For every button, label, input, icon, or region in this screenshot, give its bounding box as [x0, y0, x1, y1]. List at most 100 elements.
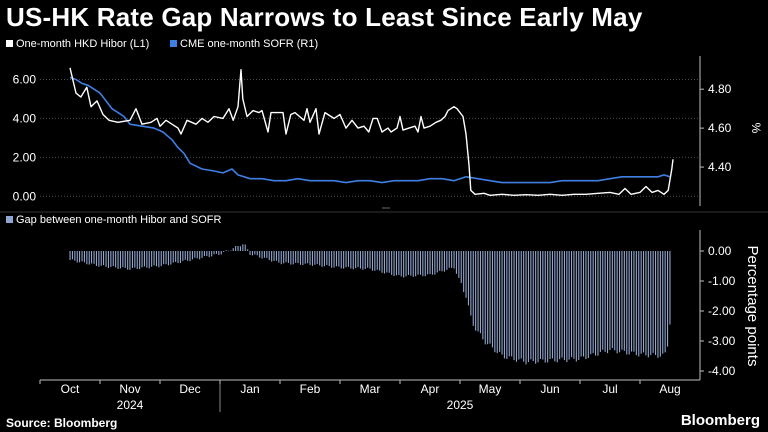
- x-axis-month-label: Aug: [659, 382, 680, 396]
- gap-bar: [143, 251, 145, 267]
- gap-bar: [467, 251, 469, 306]
- gap-bar: [434, 251, 436, 275]
- gap-bar: [664, 251, 666, 353]
- x-axis-month-label: Jul: [602, 382, 617, 396]
- gap-bar: [643, 251, 645, 353]
- gap-bar: [619, 251, 621, 353]
- gap-bar: [91, 251, 93, 264]
- gap-bar: [297, 251, 299, 264]
- gap-bar: [549, 251, 551, 359]
- gap-bar: [239, 246, 241, 251]
- gap-bar: [146, 251, 148, 268]
- gap-bar: [273, 251, 275, 261]
- gap-bar: [443, 251, 445, 272]
- gap-bar: [599, 251, 601, 352]
- gap-bar: [515, 251, 517, 362]
- gap-bar: [439, 251, 441, 271]
- gap-bar: [379, 251, 381, 271]
- gap-bar: [110, 251, 112, 267]
- gap-bar: [280, 251, 282, 265]
- gap-bar: [323, 251, 325, 267]
- gap-bar: [494, 251, 496, 353]
- gap-bar: [287, 251, 289, 263]
- gap-axis-tick-label: -1.00: [708, 274, 736, 288]
- legend-swatch-hibor: [6, 40, 13, 47]
- gap-bar: [215, 251, 217, 254]
- gap-bar: [460, 251, 462, 284]
- gap-bar: [290, 251, 292, 265]
- gap-bar: [662, 251, 664, 354]
- gap-bar: [359, 251, 361, 269]
- gap-bar: [407, 251, 409, 275]
- gap-bar: [508, 251, 510, 357]
- gap-bar: [220, 251, 222, 255]
- gap-bar: [235, 246, 237, 251]
- gap-bar: [175, 251, 177, 262]
- gap-bar: [532, 251, 534, 361]
- left-axis-tick-label: 4.00: [13, 111, 37, 125]
- gap-bar: [470, 251, 472, 316]
- gap-bar: [602, 251, 604, 350]
- gap-bar: [285, 251, 287, 263]
- gap-bar: [266, 251, 268, 258]
- gap-bar: [199, 251, 201, 260]
- gap-bar: [551, 251, 553, 359]
- bloomberg-logo: Bloomberg: [680, 412, 760, 429]
- gap-bar: [453, 251, 455, 269]
- gap-axis-tick-label: -4.00: [708, 364, 736, 378]
- gap-bar: [249, 251, 251, 255]
- gap-bar: [513, 251, 515, 361]
- gap-bar: [105, 251, 107, 267]
- gap-bar: [386, 251, 388, 273]
- gap-bar: [74, 251, 76, 261]
- gap-bar: [141, 251, 143, 268]
- gap-bar: [112, 251, 114, 267]
- gap-bar: [667, 251, 669, 347]
- gap-bar: [597, 251, 599, 356]
- gap-bar: [475, 251, 477, 331]
- gap-bar: [573, 251, 575, 359]
- gap-bar: [388, 251, 390, 273]
- gap-bar: [316, 251, 318, 264]
- gap-bar: [415, 251, 417, 277]
- gap-bar: [225, 250, 227, 251]
- gap-bar: [119, 251, 121, 269]
- gap-bar: [295, 251, 297, 263]
- gap-bar: [69, 251, 71, 260]
- gap-bar: [148, 251, 150, 269]
- right-axis-tick-label: 4.60: [708, 121, 732, 135]
- gap-bar: [487, 251, 489, 345]
- x-axis-year-label: 2025: [447, 398, 474, 412]
- gap-bar: [410, 251, 412, 276]
- gap-bar: [95, 251, 97, 266]
- gap-bar: [638, 251, 640, 357]
- gap-bar: [631, 251, 633, 352]
- gap-bar: [86, 251, 88, 265]
- gap-bar: [189, 251, 191, 262]
- gap-axis-tick-label: -2.00: [708, 304, 736, 318]
- gap-bar: [446, 251, 448, 270]
- gap-axis-tick-label: -3.00: [708, 334, 736, 348]
- gap-bar: [127, 251, 129, 270]
- gap-bar: [283, 251, 285, 264]
- gap-bar: [489, 251, 491, 344]
- gap-bar: [261, 251, 263, 259]
- gap-bar: [326, 251, 328, 265]
- series-line-sofr: [69, 76, 671, 184]
- gap-bar: [122, 251, 124, 268]
- gap-bar: [124, 251, 126, 268]
- gap-bar: [263, 251, 265, 258]
- x-axis-month-label: Dec: [179, 382, 200, 396]
- gap-bar: [160, 251, 162, 267]
- gap-bar: [506, 251, 508, 359]
- gap-bar: [520, 251, 522, 359]
- gap-axis-tick-label: 0.00: [708, 244, 732, 258]
- gap-bar: [647, 251, 649, 358]
- gap-bar: [203, 251, 205, 256]
- gap-bar: [652, 251, 654, 353]
- gap-bar: [115, 251, 117, 268]
- gap-bar: [201, 251, 203, 258]
- gap-bar: [340, 251, 342, 269]
- gap-bar: [371, 251, 373, 271]
- gap-bar: [328, 251, 330, 266]
